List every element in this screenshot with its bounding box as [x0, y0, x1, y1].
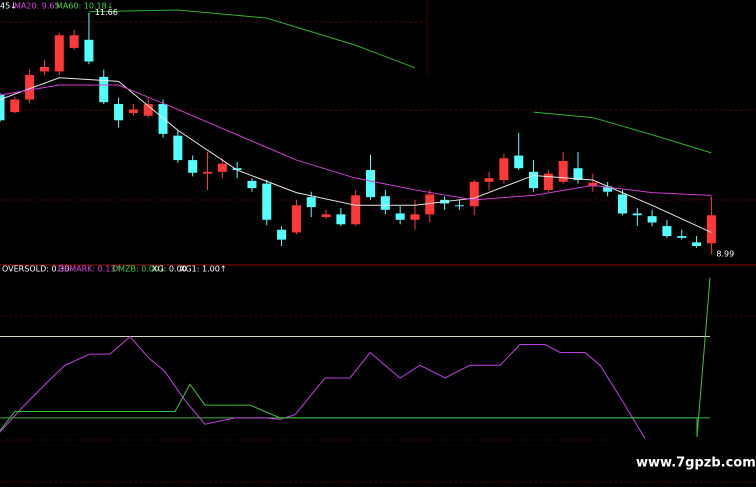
line-series	[88, 9, 416, 69]
candle-body	[692, 242, 702, 247]
candle-body	[99, 76, 109, 103]
candle-body	[54, 35, 64, 72]
indicator-label: DMZB: 0.00↓	[112, 265, 166, 274]
candle-body	[25, 75, 35, 100]
candle-body	[321, 214, 331, 218]
candle-body	[410, 214, 420, 220]
candle-body	[588, 182, 598, 187]
candle-body	[39, 66, 49, 72]
line-series	[0, 84, 712, 201]
candle-body	[380, 196, 390, 210]
candle-body	[529, 171, 539, 189]
candle-body	[128, 109, 138, 114]
candle-body	[425, 194, 435, 215]
candle-body	[306, 197, 316, 208]
candle-body	[84, 39, 94, 62]
candle-body	[706, 215, 716, 244]
line-series	[0, 77, 712, 233]
candle-body	[232, 168, 242, 171]
candle-body	[573, 168, 583, 180]
watermark: www.7gpzb.com	[636, 456, 756, 471]
line-series	[533, 111, 712, 154]
candle-body	[262, 183, 272, 220]
indicator-label: XG: 0.00	[152, 265, 187, 274]
candle-body	[291, 205, 301, 233]
indicator-label: OVERSOLD: 0.30	[2, 265, 69, 274]
candle-body	[632, 213, 642, 216]
candle-body	[351, 195, 361, 225]
candle-body	[114, 104, 124, 121]
indicator-label: DEMARK: 0.13↑	[58, 265, 122, 274]
candle-body	[366, 170, 376, 198]
candle-body	[158, 104, 168, 134]
candle-body	[336, 214, 346, 225]
indicator-label: MA20: 9.65	[14, 2, 60, 11]
indicator-label: XG1: 1.00↑	[180, 265, 227, 274]
indicator-label: MA60: 10.18↓	[56, 2, 113, 11]
candle-body	[543, 173, 553, 190]
candle-body	[143, 104, 153, 116]
candle-body	[662, 226, 672, 237]
candle-body	[677, 236, 687, 238]
line-series	[0, 277, 711, 438]
low-label: 8.99	[716, 250, 734, 259]
candle-body	[484, 178, 494, 182]
indicator-label: 45↓	[0, 2, 17, 11]
candle-body	[469, 181, 479, 207]
candle-body	[69, 35, 79, 48]
high-label: 11.66	[95, 8, 118, 17]
line-series	[0, 335, 646, 439]
candle-body	[10, 99, 20, 113]
candle-body	[217, 163, 227, 172]
candle-body	[277, 229, 287, 240]
candle-body	[173, 135, 183, 161]
candle-body	[558, 160, 568, 182]
candle-body	[0, 94, 5, 121]
candle-body	[514, 155, 524, 169]
candle-body	[247, 180, 257, 189]
candle-body	[603, 186, 613, 192]
candle-body	[454, 205, 464, 207]
candle-body	[499, 158, 509, 180]
candle-body	[202, 171, 212, 174]
candle-body	[647, 216, 657, 223]
candle-body	[617, 194, 627, 214]
candle-body	[188, 160, 198, 173]
candle-body	[395, 213, 405, 220]
